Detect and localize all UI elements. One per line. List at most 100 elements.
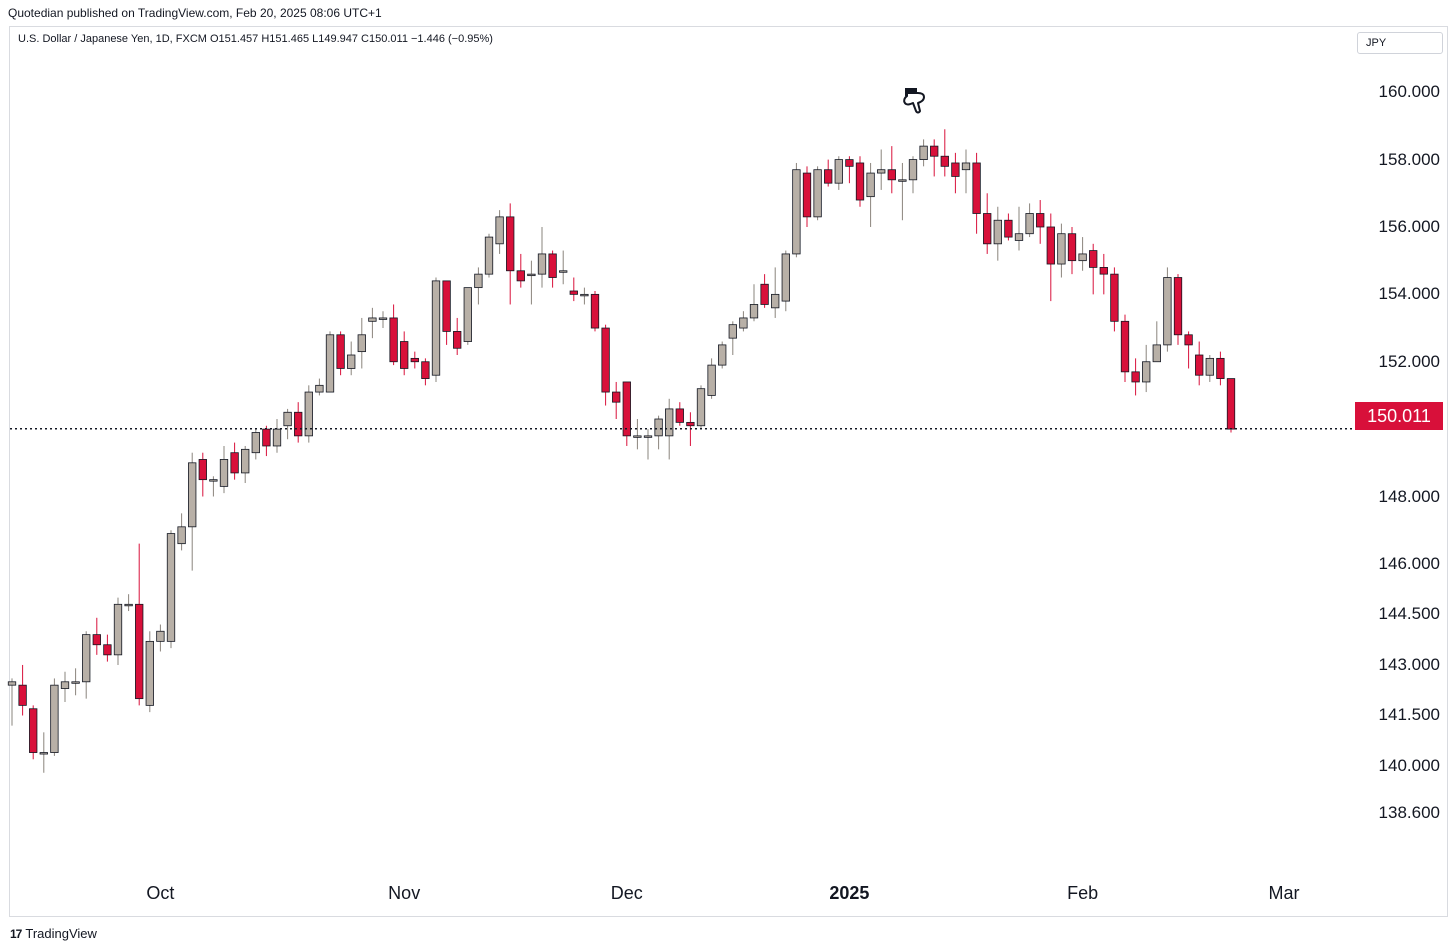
last-price-badge: 150.011 (1355, 401, 1443, 430)
symbol-info: U.S. Dollar / Japanese Yen, 1D, FXCM O15… (18, 33, 493, 45)
candle-body (898, 179, 907, 182)
x-tick-label: Oct (146, 883, 175, 903)
candle-body (294, 411, 303, 437)
candle-body (1110, 273, 1119, 322)
candle-body (453, 331, 462, 349)
y-tick-label: 143.000 (1378, 654, 1440, 674)
currency-selector[interactable]: JPY (1357, 32, 1443, 54)
candle-body (198, 459, 207, 481)
candle-body (1089, 250, 1098, 268)
y-tick-label: 152.000 (1378, 351, 1440, 371)
y-tick-label: 138.600 (1378, 803, 1440, 823)
candle-body (1099, 267, 1108, 275)
candle-body (930, 145, 939, 157)
candle-body (707, 364, 716, 396)
candle-body (262, 428, 271, 447)
candle-body (1067, 233, 1077, 262)
candle-body (304, 391, 313, 437)
candle-body (580, 293, 589, 297)
candle-body (92, 634, 101, 646)
candle-body (82, 634, 91, 683)
candle-body (209, 479, 218, 482)
y-tick-label: 141.500 (1378, 705, 1440, 725)
candle-body (7, 681, 17, 686)
candle-body (718, 344, 727, 366)
candle-body (792, 169, 801, 255)
candle-body (654, 418, 663, 437)
candle-body (219, 459, 229, 487)
y-tick-label: 154.000 (1378, 284, 1440, 304)
candle-body (230, 452, 239, 474)
tradingview-brand[interactable]: 17 TradingView (10, 926, 97, 941)
candle-body (124, 603, 133, 607)
candle-body (166, 533, 176, 642)
candle-body (590, 293, 600, 329)
candle-body (389, 317, 398, 363)
candle-body (749, 304, 759, 319)
candle-body (410, 357, 419, 363)
candle-body (463, 287, 472, 342)
candles-group (7, 129, 1236, 773)
candle-body (1046, 226, 1055, 265)
candle-body (357, 334, 366, 353)
candle-body (1036, 213, 1045, 228)
candle-body (188, 462, 197, 528)
candle-body (378, 317, 388, 320)
candle-body (537, 253, 547, 275)
candle-body (887, 169, 896, 181)
candle-body (347, 354, 356, 369)
candle-body (336, 334, 345, 369)
candle-body (1078, 253, 1087, 262)
candle-body (813, 169, 822, 218)
candle-body (951, 162, 960, 177)
candle-body (421, 361, 430, 379)
candle-body (495, 216, 504, 245)
y-tick-label: 146.000 (1378, 553, 1440, 573)
candle-body (686, 421, 695, 427)
x-tick-label: Nov (388, 883, 421, 903)
y-tick-label: 160.000 (1378, 82, 1440, 102)
candle-body (527, 273, 536, 277)
candle-body (315, 384, 324, 393)
candle-body (135, 603, 144, 700)
x-tick-label: Mar (1268, 883, 1300, 903)
candle-body (177, 526, 186, 545)
candle-body (908, 159, 918, 181)
candle-body (1163, 277, 1172, 346)
candle-body (1195, 354, 1204, 376)
y-tick-label: 156.000 (1378, 216, 1440, 236)
candle-body (622, 381, 631, 437)
candle-body (601, 327, 610, 393)
candle-body (29, 708, 38, 753)
candle-body (1014, 233, 1024, 241)
candle-body (400, 341, 409, 369)
pointing-hand-icon (903, 88, 925, 114)
x-tick-label: 2025 (829, 883, 870, 903)
candle-body (781, 253, 790, 302)
candle-body (103, 644, 112, 656)
candle-body (1142, 361, 1151, 383)
candle-body (1216, 357, 1225, 379)
candle-body (60, 681, 70, 689)
candle-body (1226, 378, 1236, 430)
candle-body (325, 334, 335, 393)
candle-body (368, 317, 377, 322)
candle-body (993, 219, 1002, 245)
chart-frame (9, 26, 1448, 917)
candle-body (845, 159, 854, 167)
candle-body (18, 684, 27, 706)
candle-body (251, 432, 260, 454)
candle-body (1025, 213, 1034, 235)
candle-body (940, 155, 949, 167)
candle-body (983, 213, 992, 245)
tradingview-logo-icon: 17 (10, 926, 22, 941)
candle-body (71, 681, 80, 684)
candle-body (643, 435, 653, 438)
candle-body (961, 162, 971, 171)
candle-body (633, 435, 642, 438)
candle-body (919, 145, 928, 160)
candle-body (834, 159, 843, 184)
candle-body (1057, 233, 1066, 265)
candle-body (1120, 320, 1130, 373)
